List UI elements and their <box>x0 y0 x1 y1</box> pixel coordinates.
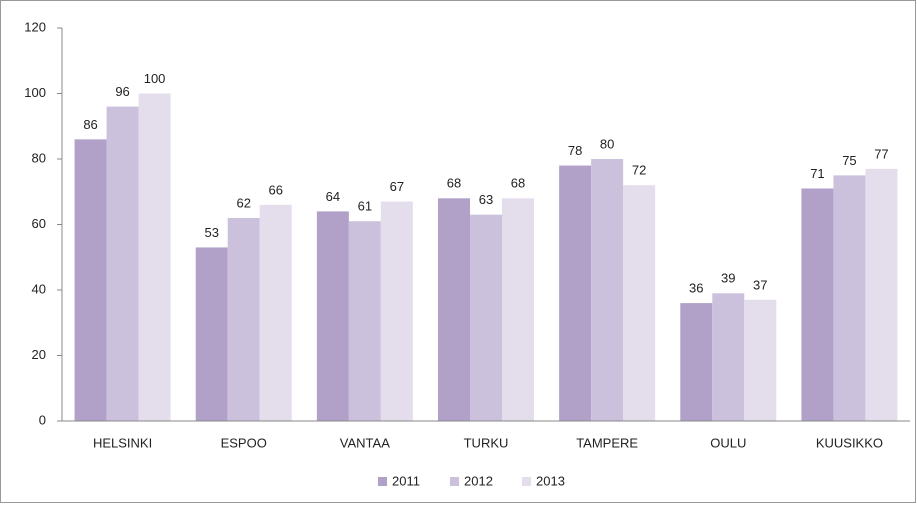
data-label: 37 <box>753 277 767 292</box>
bar <box>744 299 777 421</box>
data-label: 67 <box>390 179 404 194</box>
y-tick-label: 60 <box>32 216 46 231</box>
bar <box>106 106 139 421</box>
data-label: 36 <box>689 281 703 296</box>
data-label: 62 <box>236 195 250 210</box>
bar <box>865 168 898 421</box>
legend-label: 2011 <box>392 473 420 488</box>
bar <box>801 188 834 421</box>
y-tick-label: 100 <box>24 85 46 100</box>
bar <box>470 214 502 421</box>
legend-label: 2012 <box>464 473 493 488</box>
bar <box>316 211 349 421</box>
bar <box>502 198 534 421</box>
bar <box>438 198 470 421</box>
data-label: 86 <box>83 117 97 132</box>
bar <box>623 185 656 421</box>
data-label: 100 <box>144 71 166 86</box>
legend-swatch <box>378 477 387 486</box>
data-label: 77 <box>874 146 888 161</box>
bar <box>195 247 228 421</box>
bar <box>74 139 107 421</box>
legend-swatch <box>450 477 459 486</box>
y-tick-label: 40 <box>32 281 46 296</box>
data-label: 68 <box>447 176 461 191</box>
bar <box>680 303 713 421</box>
bar <box>712 293 745 421</box>
bar <box>591 159 624 421</box>
bar <box>348 221 381 421</box>
x-tick-label: VANTAA <box>340 435 390 450</box>
data-label: 66 <box>268 182 282 197</box>
data-label: 72 <box>632 163 646 178</box>
x-tick-label: ESPOO <box>221 435 267 450</box>
x-tick-label: KUUSIKKO <box>816 435 883 450</box>
bar <box>259 204 292 421</box>
data-label: 61 <box>358 199 372 214</box>
bar <box>380 201 413 421</box>
data-label: 80 <box>600 136 614 151</box>
x-tick-label: OULU <box>710 435 746 450</box>
x-tick-label: TAMPERE <box>576 435 638 450</box>
data-label: 39 <box>721 271 735 286</box>
data-label: 78 <box>568 143 582 158</box>
x-tick-label: TURKU <box>464 435 509 450</box>
bar <box>559 165 592 421</box>
data-label: 64 <box>326 189 340 204</box>
data-label: 71 <box>810 166 824 181</box>
legend-swatch <box>522 477 531 486</box>
bar <box>138 93 171 421</box>
legend-label: 2013 <box>536 473 565 488</box>
y-tick-label: 0 <box>39 412 46 427</box>
data-label: 68 <box>511 176 525 191</box>
data-label: 53 <box>204 225 218 240</box>
data-label: 96 <box>115 84 129 99</box>
bar <box>833 175 866 421</box>
bar <box>227 217 260 421</box>
data-label: 75 <box>842 153 856 168</box>
y-tick-label: 80 <box>32 150 46 165</box>
data-label: 63 <box>479 192 493 207</box>
y-tick-label: 120 <box>24 19 46 34</box>
x-tick-label: HELSINKI <box>93 435 152 450</box>
y-tick-label: 20 <box>32 347 46 362</box>
